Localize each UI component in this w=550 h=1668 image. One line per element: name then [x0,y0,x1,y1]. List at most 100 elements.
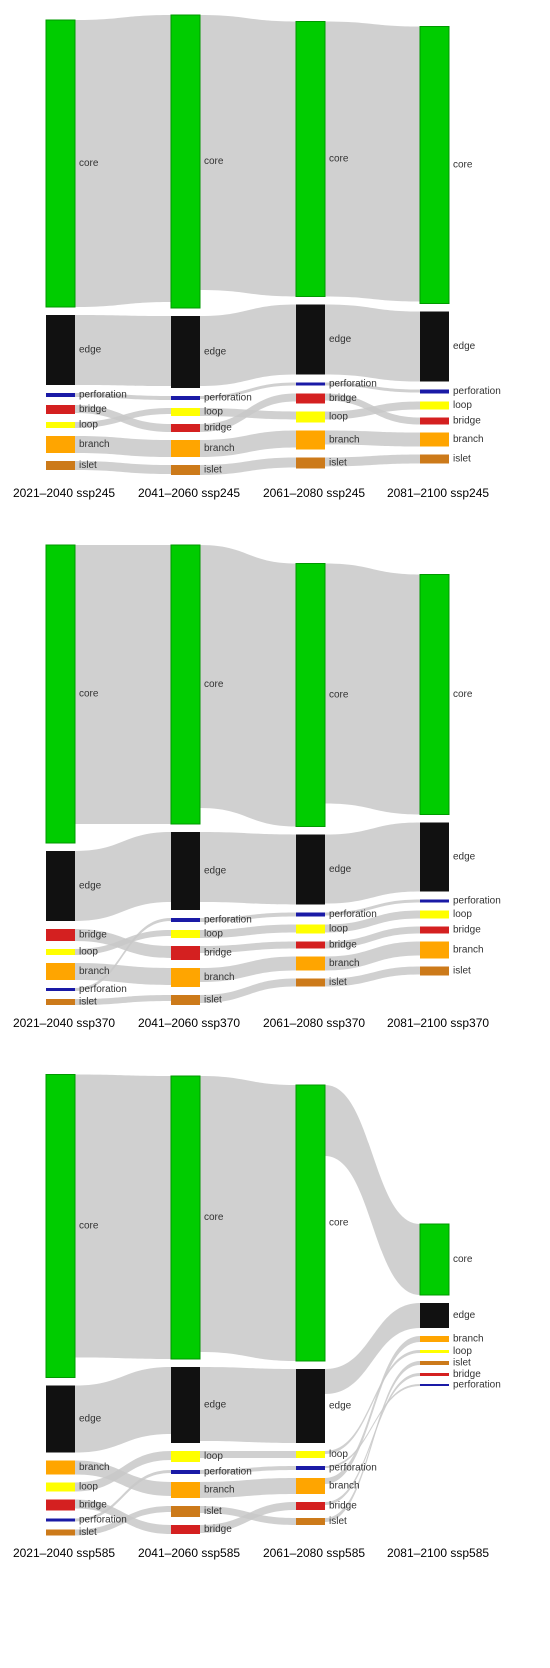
flow [325,401,420,420]
node-label: perforation [79,984,127,995]
node-label: bridge [329,393,357,404]
flow [325,430,420,447]
flow [75,1470,171,1522]
node [171,465,200,475]
panel: coreedgebranchloopbridgeperforationislet… [13,1074,501,1560]
flow [75,918,171,991]
flow [200,1502,296,1533]
node [296,1369,325,1443]
nodes: coreedgebranchloopbridgeperforationislet… [45,1074,501,1538]
node [420,389,449,394]
node-label: perforation [329,909,377,920]
node [420,1373,449,1376]
node-label: bridge [453,1369,481,1380]
node-label: bridge [329,1501,357,1512]
node-label: edge [453,852,476,863]
column-label: 2041–2060 ssp370 [138,1016,240,1030]
flow [75,1506,171,1536]
node-label: bridge [204,1524,232,1535]
node [295,1084,326,1362]
node [171,1470,200,1474]
flow [75,461,171,474]
node [46,929,75,941]
flow [200,545,296,827]
flow [200,1451,296,1458]
flow [75,393,171,400]
node [171,918,200,922]
flow [75,930,171,955]
node-label: islet [329,1516,347,1527]
node [171,396,200,400]
node [420,926,449,934]
node-label: loop [79,947,98,958]
flow [325,966,420,987]
flow [75,1074,171,1359]
node-label: perforation [453,896,501,907]
node-label: bridge [453,925,481,936]
node-label: islet [79,997,97,1008]
node [296,430,325,450]
node-label: islet [453,1358,471,1369]
node [46,963,75,980]
node-label: islet [79,460,97,471]
flow [200,1466,296,1474]
node [296,978,325,987]
node [419,574,450,815]
node [420,432,449,447]
node [46,405,75,414]
flow [325,1350,420,1454]
node-label: branch [204,1485,235,1496]
node [296,924,325,934]
node-label: loop [79,1482,98,1493]
column-label: 2061–2080 ssp245 [263,486,365,500]
node-label: core [329,690,349,701]
node-label: islet [204,995,222,1006]
flow [200,941,296,953]
node-label: islet [329,458,347,469]
node-label: branch [79,1462,110,1473]
node [296,1451,325,1458]
flow [325,1336,420,1484]
node [45,1074,76,1378]
node [46,436,75,453]
node [420,1384,449,1386]
flow [200,912,296,922]
node-label: loop [204,1451,223,1462]
flow [325,1085,420,1295]
flows [75,15,420,475]
node-label: edge [204,866,227,877]
node [420,899,449,903]
flow [325,1361,420,1522]
flow [325,304,420,382]
node-label: islet [453,966,471,977]
node [296,457,325,469]
node-label: edge [329,864,352,875]
node [296,912,325,917]
flow [325,1303,420,1394]
flow [200,832,296,905]
node [171,1525,200,1534]
node [46,315,75,385]
column-label: 2081–2100 ssp245 [387,486,489,500]
node-label: perforation [204,915,252,926]
node-label: core [329,154,349,165]
node-label: loop [453,400,472,411]
column-label: 2021–2040 ssp585 [13,1546,115,1560]
flow [325,941,420,971]
node [171,946,200,960]
node [171,1367,200,1443]
node [171,968,200,987]
node-label: perforation [453,1380,501,1391]
flow [325,454,420,467]
node [295,21,326,297]
node [420,1303,449,1328]
node [171,1482,200,1498]
node-label: edge [79,345,102,356]
flow [200,304,296,386]
node [171,1451,200,1462]
node [171,316,200,388]
node-label: core [453,689,473,700]
column-label: 2061–2080 ssp370 [263,1016,365,1030]
node-label: branch [329,1481,360,1492]
node-label: bridge [79,930,107,941]
